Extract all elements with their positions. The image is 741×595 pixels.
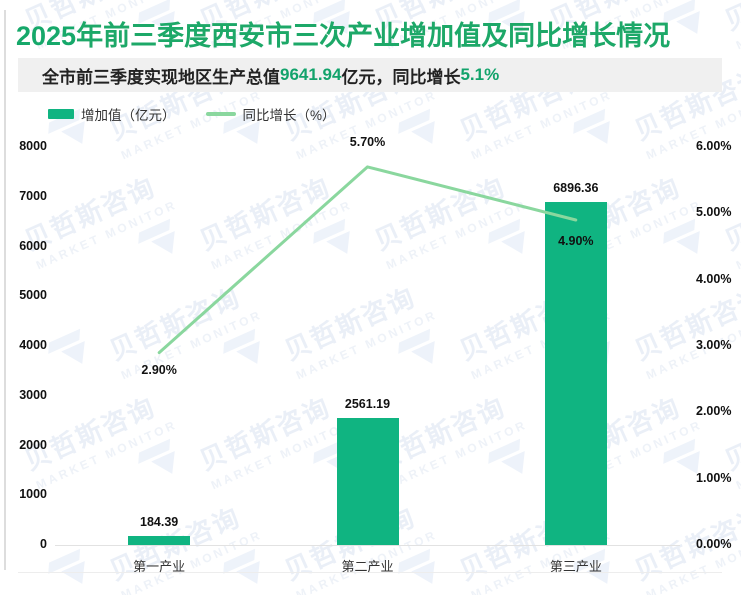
subtitle-gdp-value: 9641.94	[280, 65, 342, 84]
y-axis-right-tick: 0.00%	[696, 537, 732, 551]
subtitle-band	[18, 58, 722, 92]
y-axis-left-tick: 7000	[19, 188, 47, 203]
bar-2[interactable]	[336, 417, 399, 545]
y-axis-left-tick: 1000	[19, 487, 47, 502]
chart-title-rest: 年前三季度西安市三次产业增加值及同比增长情况	[76, 21, 671, 51]
y-axis-left-tick: 8000	[19, 139, 47, 153]
bar-value-label-1: 184.39	[140, 514, 179, 529]
zero-baseline	[55, 545, 680, 546]
bar-1[interactable]	[128, 535, 191, 545]
y-axis-right-tick: 6.00%	[696, 139, 732, 153]
legend-label-bar: 增加值（亿元）	[81, 108, 176, 123]
chart-title: 2025年前三季度西安市三次产业增加值及同比增长情况	[16, 14, 670, 53]
line-point-label-2: 5.70%	[349, 134, 386, 149]
bar-value-label-3: 6896.36	[553, 180, 599, 195]
y-axis-left-tick: 5000	[19, 288, 47, 303]
x-axis-category-3: 第三产业	[549, 559, 602, 574]
left-border-rule	[4, 10, 6, 570]
legend-label-line: 同比增长（%）	[242, 108, 336, 123]
chart-title-year: 2025	[16, 21, 77, 51]
y-axis-left-tick: 3000	[19, 387, 47, 402]
growth-line-path	[157, 165, 578, 355]
legend-item-bar[interactable]: 增加值（亿元）	[48, 104, 176, 124]
bar-value-label-2: 2561.19	[344, 396, 391, 411]
subtitle-middle: 亿元，同比增长	[341, 67, 461, 87]
x-axis-category-2: 第二产业	[341, 559, 394, 574]
legend-item-line[interactable]: 同比增长（%）	[205, 104, 336, 124]
x-axis-category-1: 第一产业	[133, 559, 186, 574]
subtitle-growth-value: 5.1%	[460, 65, 500, 84]
y-axis-right-tick: 2.00%	[696, 404, 732, 419]
y-axis-left-tick: 4000	[19, 338, 47, 352]
legend-swatch-bar-icon	[48, 109, 74, 119]
bar-3[interactable]	[544, 201, 607, 545]
y-axis-right-tick: 1.00%	[696, 470, 732, 485]
subtitle-prefix: 全市前三季度实现地区生产总值	[42, 67, 280, 87]
line-point-label-3: 4.90%	[558, 233, 594, 248]
y-axis-left-tick: 2000	[19, 437, 47, 452]
y-axis-right-tick: 4.00%	[696, 271, 732, 286]
legend-swatch-line-icon	[205, 112, 236, 116]
y-axis-right-tick: 3.00%	[696, 338, 732, 352]
y-axis-right-tick: 5.00%	[696, 205, 732, 220]
subtitle: 全市前三季度实现地区生产总值 9641.94 亿元，同比增长 5.1%	[42, 58, 499, 92]
x-axis-rule	[18, 572, 722, 573]
line-point-label-1: 2.90%	[141, 362, 177, 377]
chart-legend: 增加值（亿元） 同比增长（%）	[48, 103, 336, 125]
y-axis-left-tick: 6000	[19, 238, 47, 253]
y-axis-left-tick: 0	[40, 537, 47, 551]
